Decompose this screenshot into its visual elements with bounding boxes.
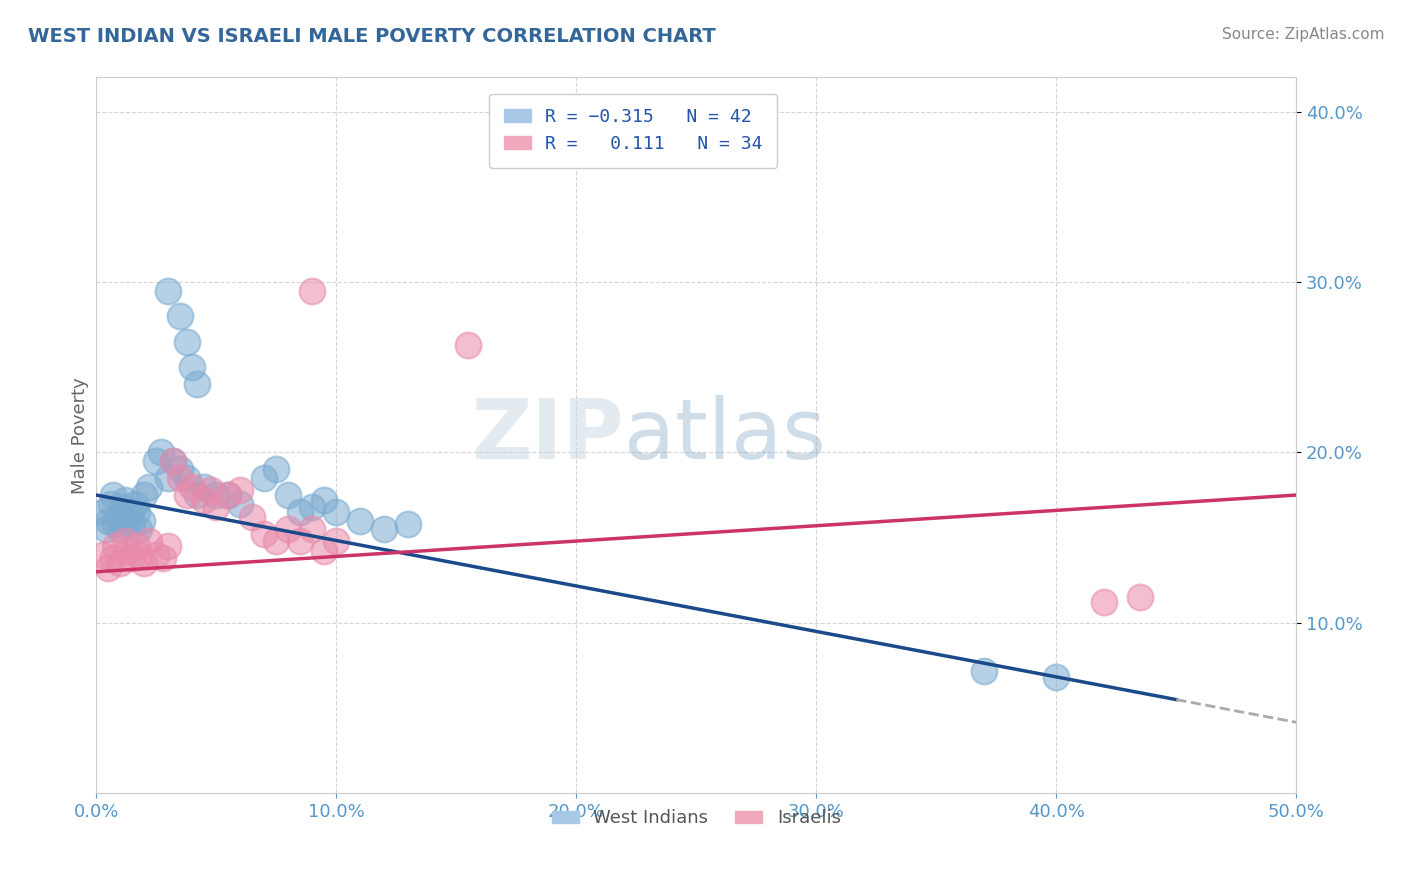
Point bbox=[114, 534, 136, 549]
Point bbox=[162, 454, 184, 468]
Point bbox=[111, 500, 134, 514]
Point bbox=[121, 516, 143, 531]
Point bbox=[152, 551, 174, 566]
Point bbox=[290, 505, 312, 519]
Point bbox=[205, 500, 228, 514]
Point bbox=[349, 514, 371, 528]
Point bbox=[457, 338, 479, 352]
Point bbox=[301, 500, 323, 514]
Point bbox=[125, 539, 148, 553]
Point bbox=[169, 462, 191, 476]
Point bbox=[290, 534, 312, 549]
Point bbox=[277, 488, 299, 502]
Point bbox=[186, 488, 208, 502]
Point bbox=[157, 284, 180, 298]
Point bbox=[104, 516, 127, 531]
Text: WEST INDIAN VS ISRAELI MALE POVERTY CORRELATION CHART: WEST INDIAN VS ISRAELI MALE POVERTY CORR… bbox=[28, 27, 716, 45]
Point bbox=[193, 493, 215, 508]
Point bbox=[240, 510, 263, 524]
Text: atlas: atlas bbox=[624, 395, 825, 476]
Point bbox=[229, 483, 252, 497]
Point bbox=[162, 454, 184, 468]
Text: ZIP: ZIP bbox=[472, 395, 624, 476]
Point bbox=[229, 497, 252, 511]
Point bbox=[186, 377, 208, 392]
Point bbox=[134, 488, 156, 502]
Point bbox=[1045, 670, 1067, 684]
Point bbox=[134, 556, 156, 570]
Point bbox=[314, 493, 336, 508]
Point bbox=[108, 556, 131, 570]
Point bbox=[253, 527, 276, 541]
Point bbox=[264, 534, 287, 549]
Point bbox=[264, 462, 287, 476]
Point bbox=[325, 505, 347, 519]
Point bbox=[138, 534, 160, 549]
Point bbox=[205, 488, 228, 502]
Point bbox=[124, 497, 146, 511]
Point bbox=[973, 664, 995, 678]
Point bbox=[253, 471, 276, 485]
Point bbox=[373, 522, 395, 536]
Point bbox=[217, 488, 239, 502]
Point bbox=[101, 488, 124, 502]
Point bbox=[97, 514, 120, 528]
Point bbox=[396, 516, 419, 531]
Point bbox=[181, 360, 204, 375]
Point bbox=[217, 488, 239, 502]
Text: Source: ZipAtlas.com: Source: ZipAtlas.com bbox=[1222, 27, 1385, 42]
Point bbox=[117, 514, 139, 528]
Point bbox=[301, 522, 323, 536]
Point bbox=[157, 471, 180, 485]
Point bbox=[97, 561, 120, 575]
Point bbox=[128, 522, 150, 536]
Point bbox=[145, 454, 167, 468]
Point bbox=[93, 548, 115, 562]
Point bbox=[114, 493, 136, 508]
Point bbox=[150, 445, 173, 459]
Point bbox=[1092, 595, 1115, 609]
Point bbox=[169, 471, 191, 485]
Point bbox=[193, 479, 215, 493]
Point bbox=[176, 334, 198, 349]
Point bbox=[117, 544, 139, 558]
Point bbox=[100, 497, 122, 511]
Point bbox=[176, 471, 198, 485]
Point bbox=[108, 522, 131, 536]
Legend: West Indians, Israelis: West Indians, Israelis bbox=[544, 802, 848, 834]
Point bbox=[314, 544, 336, 558]
Point bbox=[94, 522, 117, 536]
Point bbox=[1129, 591, 1152, 605]
Point bbox=[277, 522, 299, 536]
Point bbox=[169, 309, 191, 323]
Point bbox=[325, 534, 347, 549]
Point bbox=[138, 479, 160, 493]
Point bbox=[131, 514, 153, 528]
Point bbox=[125, 505, 148, 519]
Point bbox=[107, 510, 129, 524]
Y-axis label: Male Poverty: Male Poverty bbox=[72, 377, 89, 494]
Point bbox=[200, 483, 222, 497]
Point bbox=[181, 479, 204, 493]
Point bbox=[101, 551, 124, 566]
Point bbox=[118, 505, 141, 519]
Point bbox=[145, 548, 167, 562]
Point bbox=[121, 551, 143, 566]
Point bbox=[128, 548, 150, 562]
Point bbox=[157, 539, 180, 553]
Point bbox=[176, 488, 198, 502]
Point bbox=[104, 539, 127, 553]
Point bbox=[301, 284, 323, 298]
Point bbox=[93, 505, 115, 519]
